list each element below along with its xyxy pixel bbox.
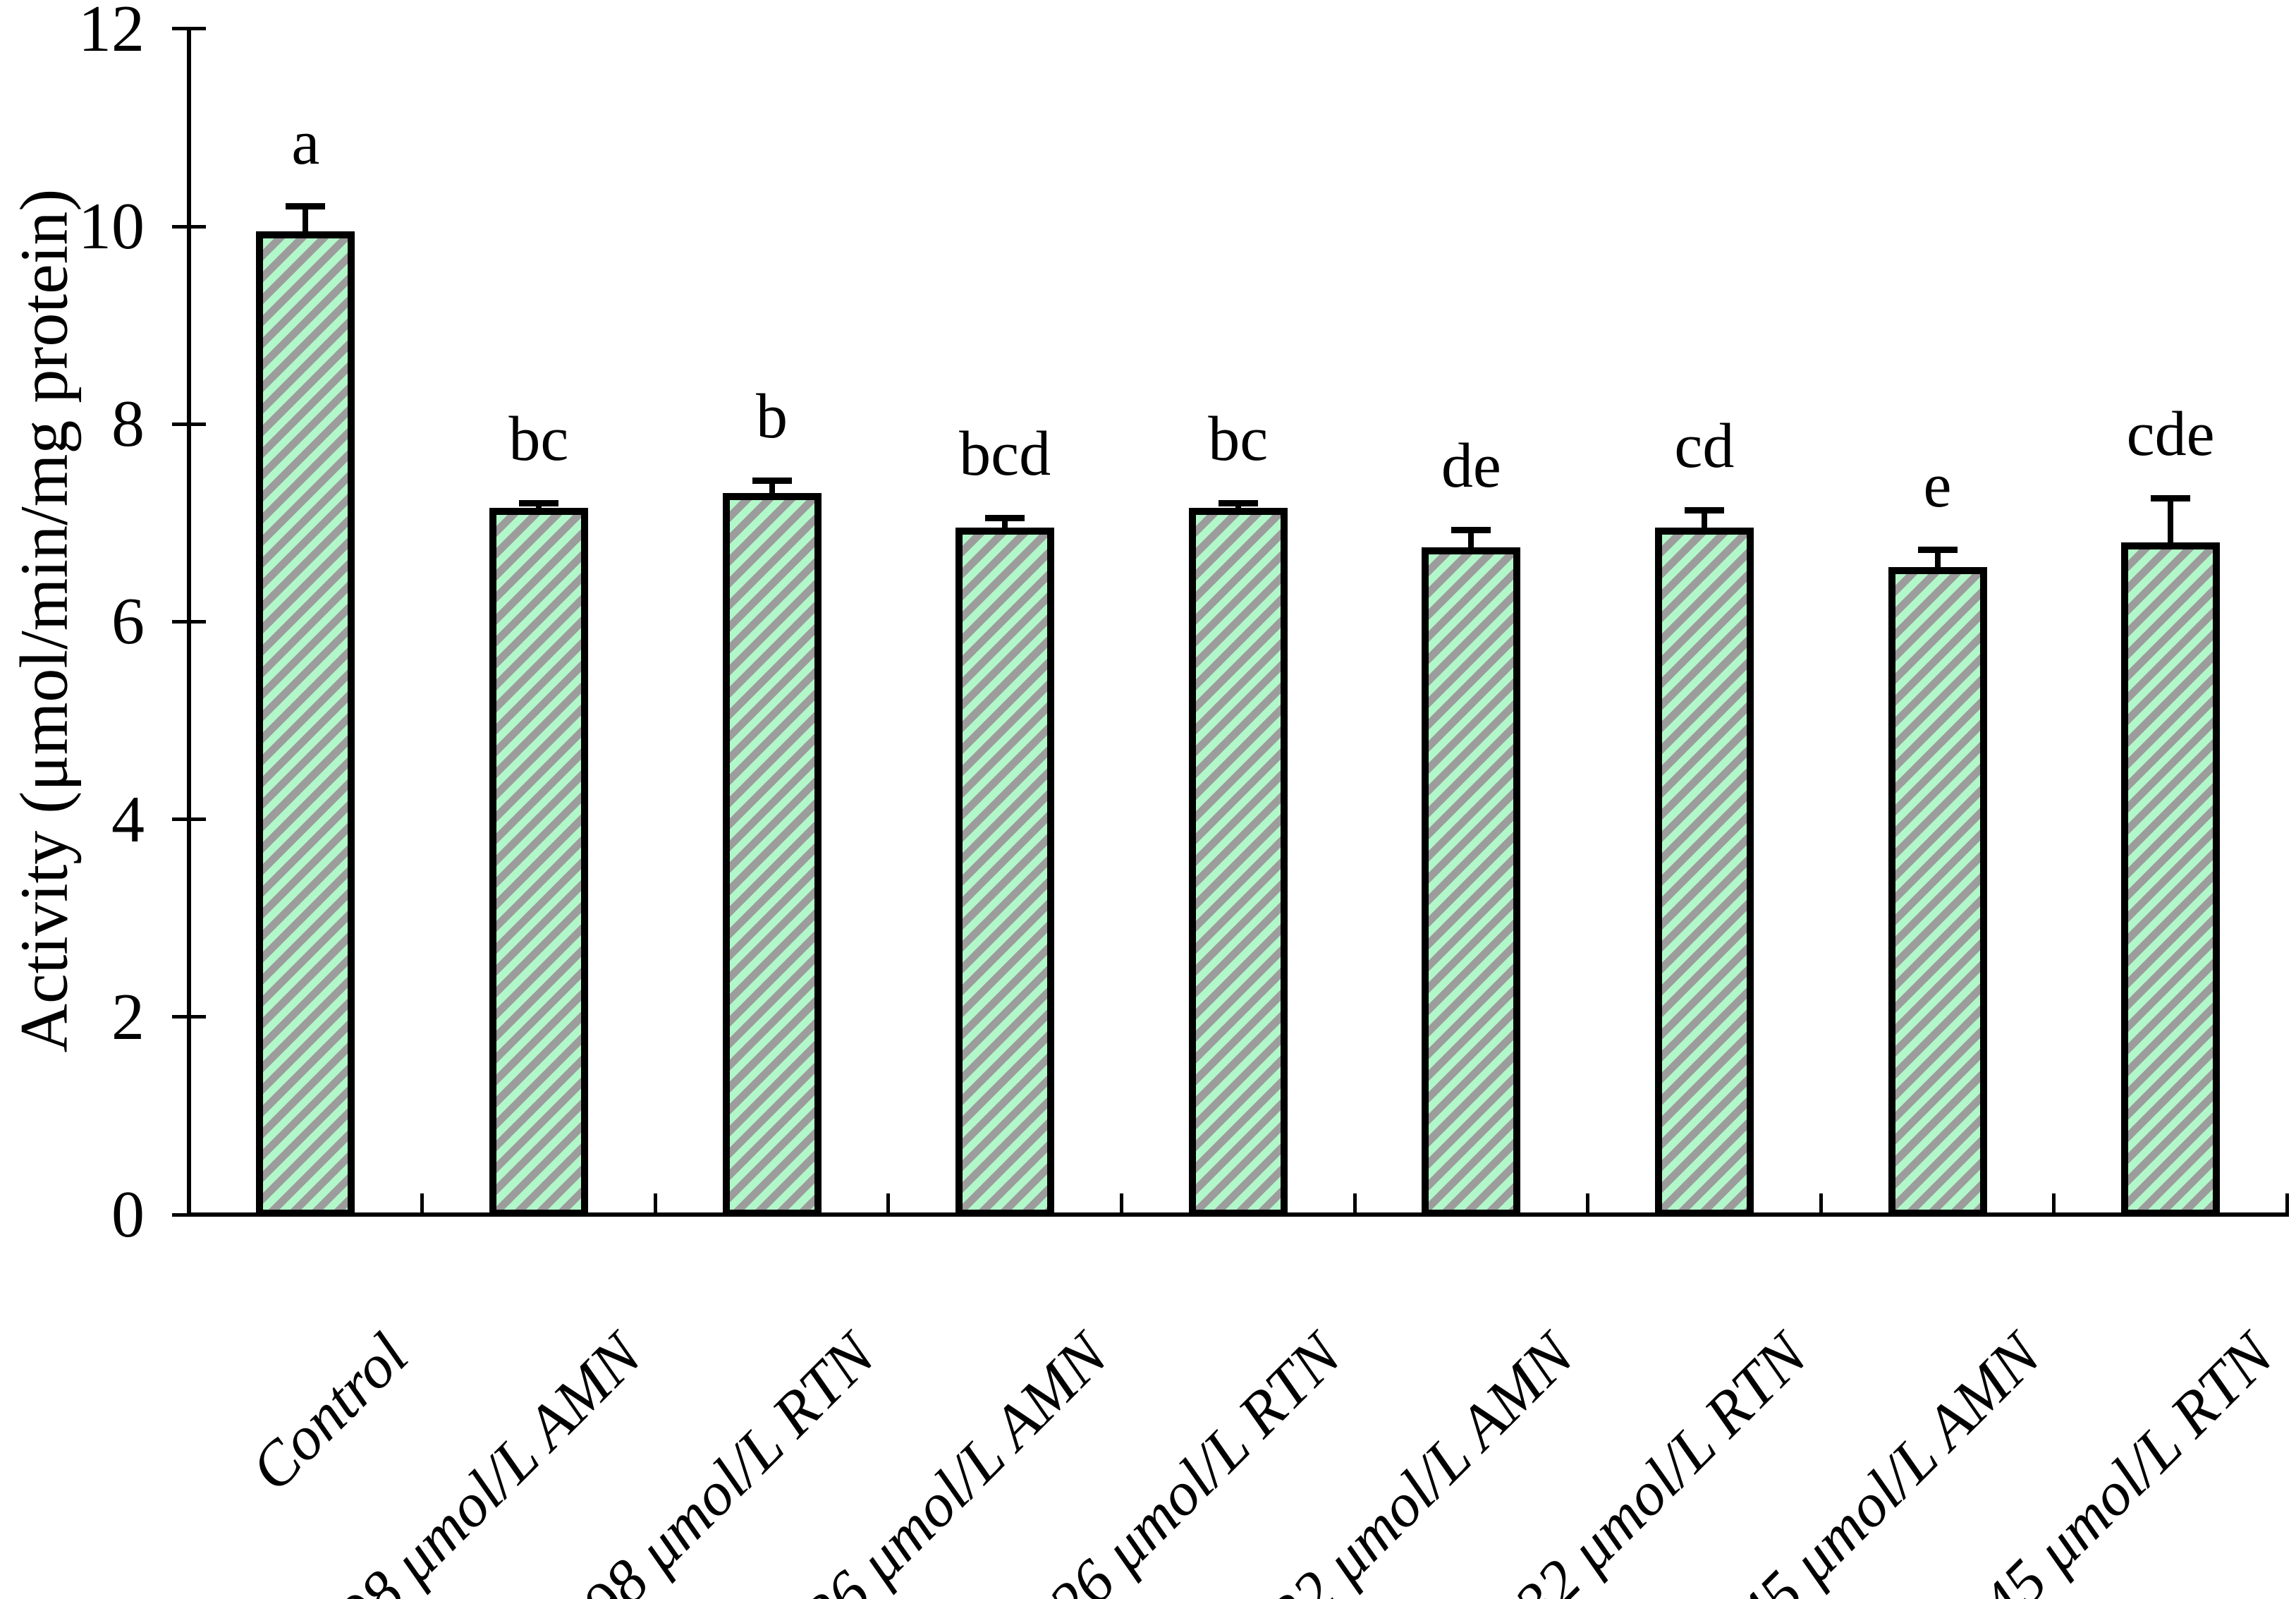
bar — [955, 528, 1055, 1217]
category-boundary-tick — [653, 1193, 657, 1215]
error-bar-cap — [752, 477, 792, 484]
error-bar-stem — [1701, 510, 1707, 542]
bar — [256, 231, 355, 1217]
significance-letter: bc — [1208, 404, 1269, 475]
bar — [1188, 508, 1288, 1217]
category-boundary-tick — [2285, 1193, 2289, 1215]
y-tick-label: 6 — [111, 585, 145, 659]
category-boundary-tick — [1352, 1193, 1357, 1215]
error-bar-stem — [2168, 498, 2174, 557]
error-bar-stem — [1468, 530, 1474, 562]
error-bar-stem — [1934, 549, 1941, 582]
y-tick-label: 4 — [111, 782, 145, 856]
error-bar-cap — [1917, 546, 1958, 553]
error-bar-cap — [286, 203, 326, 210]
y-axis-title: Activity (μmol/min/mg protein) — [6, 188, 82, 1053]
y-tick-label: 8 — [111, 387, 145, 461]
bar — [1654, 528, 1754, 1217]
y-tick — [172, 224, 206, 229]
y-tick — [172, 27, 206, 31]
y-tick — [172, 1015, 206, 1019]
y-tick-label: 0 — [111, 1178, 145, 1251]
category-boundary-tick — [1819, 1193, 1823, 1215]
error-bar-stem — [303, 206, 309, 245]
significance-letter: b — [756, 382, 788, 452]
significance-letter: cde — [2126, 399, 2215, 470]
bar — [2121, 542, 2221, 1217]
significance-letter: a — [291, 107, 320, 178]
error-bar-cap — [1684, 506, 1724, 513]
category-boundary-tick — [1119, 1193, 1123, 1215]
y-tick — [172, 619, 206, 624]
error-bar-cap — [1451, 526, 1491, 533]
category-boundary-tick — [420, 1193, 425, 1215]
error-bar-cap — [518, 499, 558, 506]
significance-letter: de — [1441, 431, 1501, 501]
significance-letter: bcd — [959, 419, 1051, 490]
y-tick-label: 10 — [78, 190, 145, 263]
bar — [722, 493, 822, 1217]
error-bar-cap — [1218, 499, 1258, 506]
bar — [1422, 547, 1521, 1217]
bar — [1888, 567, 1987, 1217]
y-tick-label: 2 — [111, 980, 145, 1054]
error-bar-cap — [2151, 494, 2191, 501]
y-tick-label: 12 — [78, 0, 145, 66]
y-tick — [172, 422, 206, 426]
y-tick — [172, 1212, 206, 1217]
significance-letter: bc — [508, 404, 569, 475]
x-category-label: Control — [238, 1320, 422, 1504]
y-tick — [172, 817, 206, 822]
category-boundary-tick — [2052, 1193, 2056, 1215]
bar — [489, 508, 588, 1217]
significance-letter: e — [1923, 451, 1952, 521]
error-bar-cap — [985, 514, 1025, 521]
category-boundary-tick — [1586, 1193, 1590, 1215]
category-boundary-tick — [886, 1193, 891, 1215]
significance-letter: cd — [1674, 411, 1735, 482]
